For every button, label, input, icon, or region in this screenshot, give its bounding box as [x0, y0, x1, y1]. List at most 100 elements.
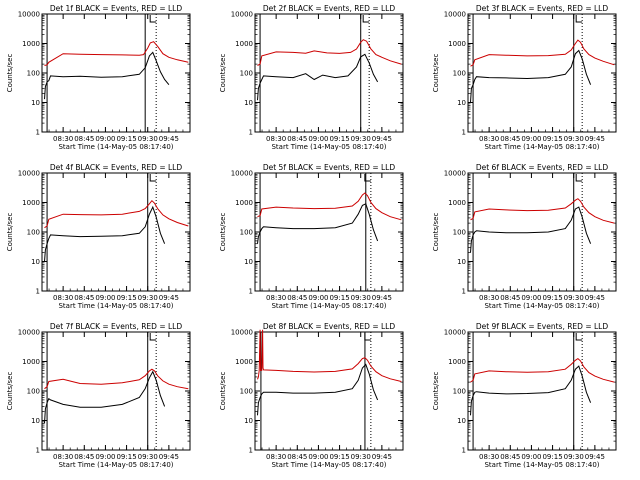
- plot-frame: [467, 331, 617, 451]
- lld-rate-line: [257, 192, 402, 221]
- y-axis-label: Counts/sec: [219, 213, 227, 252]
- y-tick-label: 1: [462, 447, 466, 455]
- y-tick-label: 10000: [18, 11, 40, 19]
- y-tick-label: 10000: [231, 170, 253, 178]
- x-tick-label: 08:30: [479, 294, 499, 302]
- x-tick-label: 09:45: [585, 135, 605, 143]
- x-tick-label: 09:45: [585, 294, 605, 302]
- x-tick-label: 09:00: [308, 135, 328, 143]
- y-tick-label: 1000: [22, 40, 40, 48]
- x-tick-label: 08:45: [287, 135, 307, 143]
- panel-title: Det 6f BLACK = Events, RED = LLD: [476, 163, 609, 172]
- plot-frame: [41, 13, 191, 133]
- y-tick-label: 10: [457, 417, 466, 425]
- x-tick-label: 09:00: [308, 453, 328, 461]
- x-tick-label: 08:45: [74, 453, 94, 461]
- panel-title: Det 7f BLACK = Events, RED = LLD: [50, 322, 183, 331]
- lld-rate-line: [470, 39, 615, 67]
- y-tick-label: 1: [36, 447, 40, 455]
- y-tick-label: 1000: [235, 358, 253, 366]
- x-tick-label: 09:45: [159, 294, 179, 302]
- x-tick-label: 09:15: [542, 453, 562, 461]
- event-rate-line: [470, 49, 592, 103]
- x-tick-label: 09:30: [351, 135, 371, 143]
- x-tick-label: 09:30: [564, 294, 584, 302]
- y-tick-label: 10: [31, 417, 40, 425]
- interval-bracket: [364, 174, 371, 182]
- event-rate-line: [44, 205, 166, 262]
- x-tick-label: 09:30: [138, 453, 158, 461]
- detector-panel-1: Det 1f BLACK = Events, RED = LLD 1 10 100 10…: [6, 4, 191, 151]
- plot-frame: [467, 13, 617, 133]
- x-tick-label: 09:15: [329, 294, 349, 302]
- lld-rate-line: [257, 39, 402, 66]
- x-tick-label: 09:45: [585, 453, 605, 461]
- event-rate-line: [257, 53, 379, 101]
- x-tick-label: 09:30: [138, 294, 158, 302]
- y-tick-label: 10: [31, 99, 40, 107]
- x-axis-label: Start Time (14-May-05 08:17:40): [58, 143, 173, 151]
- event-rate-line: [44, 370, 166, 424]
- plot-frame: [254, 13, 404, 133]
- y-tick-label: 10: [457, 99, 466, 107]
- x-tick-label: 09:00: [521, 453, 541, 461]
- y-tick-label: 100: [240, 388, 253, 396]
- x-tick-label: 08:30: [53, 453, 73, 461]
- y-tick-label: 100: [27, 388, 40, 396]
- y-tick-label: 1: [249, 447, 253, 455]
- x-tick-label: 09:00: [521, 294, 541, 302]
- y-axis-label: Counts/sec: [219, 372, 227, 411]
- event-rate-line: [470, 206, 592, 253]
- y-tick-label: 1000: [235, 40, 253, 48]
- panel-title: Det 2f BLACK = Events, RED = LLD: [263, 4, 396, 13]
- panel-title: Det 3f BLACK = Events, RED = LLD: [476, 4, 609, 13]
- y-tick-label: 10: [457, 258, 466, 266]
- panel-title: Det 8f BLACK = Events, RED = LLD: [263, 322, 396, 331]
- x-tick-label: 09:30: [138, 135, 158, 143]
- x-tick-label: 09:30: [351, 294, 371, 302]
- y-tick-label: 100: [27, 70, 40, 78]
- x-tick-label: 08:45: [500, 135, 520, 143]
- x-tick-label: 08:30: [479, 135, 499, 143]
- detector-panel-4: Det 4f BLACK = Events, RED = LLD 1 10 100 10…: [6, 163, 191, 310]
- y-axis-label: Counts/sec: [432, 213, 440, 252]
- event-rate-line: [470, 365, 592, 416]
- detector-panel-5: Det 5f BLACK = Events, RED = LLD 1 10 100 10…: [219, 163, 404, 310]
- interval-bracket: [364, 333, 371, 341]
- interval-bracket: [149, 15, 157, 23]
- panel-title: Det 5f BLACK = Events, RED = LLD: [263, 163, 396, 172]
- panel-title: Det 1f BLACK = Events, RED = LLD: [50, 4, 183, 13]
- x-tick-label: 09:00: [95, 453, 115, 461]
- y-tick-label: 1: [36, 129, 40, 137]
- x-tick-label: 09:00: [95, 135, 115, 143]
- x-tick-label: 09:15: [116, 135, 136, 143]
- y-tick-label: 1: [249, 288, 253, 296]
- y-tick-label: 10: [244, 99, 253, 107]
- x-tick-label: 08:30: [53, 135, 73, 143]
- y-tick-label: 10: [244, 417, 253, 425]
- interval-bracket: [575, 15, 583, 23]
- x-tick-label: 09:45: [372, 135, 392, 143]
- x-tick-label: 09:45: [159, 453, 179, 461]
- x-tick-label: 08:45: [500, 294, 520, 302]
- x-axis-label: Start Time (14-May-05 08:17:40): [484, 143, 599, 151]
- y-tick-label: 10000: [444, 170, 466, 178]
- x-tick-label: 09:30: [351, 453, 371, 461]
- event-rate-line: [257, 363, 379, 416]
- x-tick-label: 09:15: [542, 294, 562, 302]
- x-tick-label: 08:45: [287, 453, 307, 461]
- plot-frame: [254, 172, 404, 292]
- x-tick-label: 08:45: [74, 135, 94, 143]
- x-tick-label: 09:45: [372, 294, 392, 302]
- event-rate-line: [44, 51, 170, 100]
- x-tick-label: 09:00: [308, 294, 328, 302]
- y-tick-label: 100: [27, 229, 40, 237]
- y-tick-label: 10000: [231, 11, 253, 19]
- lld-rate-line: [257, 329, 402, 382]
- plot-frame: [41, 172, 191, 292]
- y-tick-label: 100: [453, 229, 466, 237]
- x-tick-label: 09:15: [116, 453, 136, 461]
- lld-rate-line: [44, 199, 189, 229]
- y-tick-label: 1000: [22, 199, 40, 207]
